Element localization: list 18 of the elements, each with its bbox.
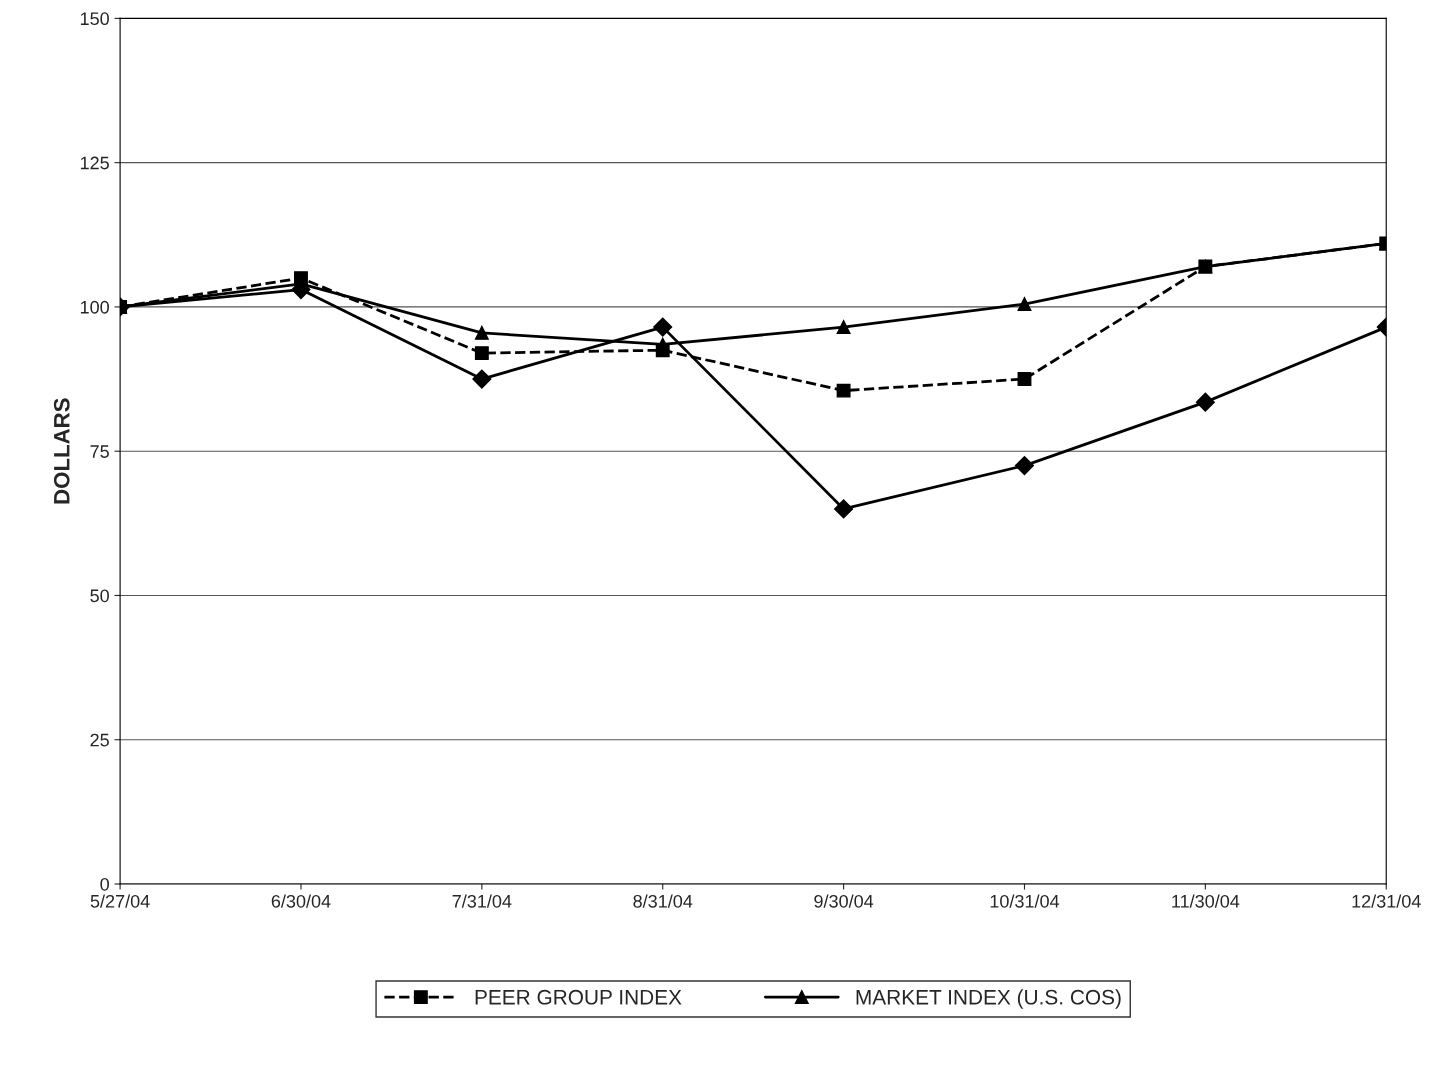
x-tick-label: 7/31/04 <box>452 894 512 908</box>
x-tick-label: 8/31/04 <box>633 894 693 908</box>
y-tick-label: 50 <box>90 589 109 603</box>
x-tick-label: 9/30/04 <box>814 894 874 908</box>
x-tick-label: 5/27/04 <box>90 894 150 908</box>
x-tick-label: 10/31/04 <box>990 894 1060 908</box>
x-tick-label: 11/30/04 <box>1172 894 1240 908</box>
y-tick-label: 0 <box>100 877 109 891</box>
legend-label: MARKET INDEX (U.S. COS) <box>856 989 1121 1009</box>
legend-label: PEER GROUP INDEX <box>475 989 682 1005</box>
y-tick-label: 100 <box>80 300 109 314</box>
y-axis-title: DOLLARS <box>53 398 70 504</box>
y-tick-label: 75 <box>90 445 109 458</box>
y-tick-label: 150 <box>80 12 109 26</box>
x-tick-label: 6/30/04 <box>271 894 331 908</box>
y-tick-label: 125 <box>80 156 109 170</box>
x-tick-label: 12/31/04 <box>1352 894 1421 908</box>
y-tick-label: 25 <box>90 733 109 747</box>
